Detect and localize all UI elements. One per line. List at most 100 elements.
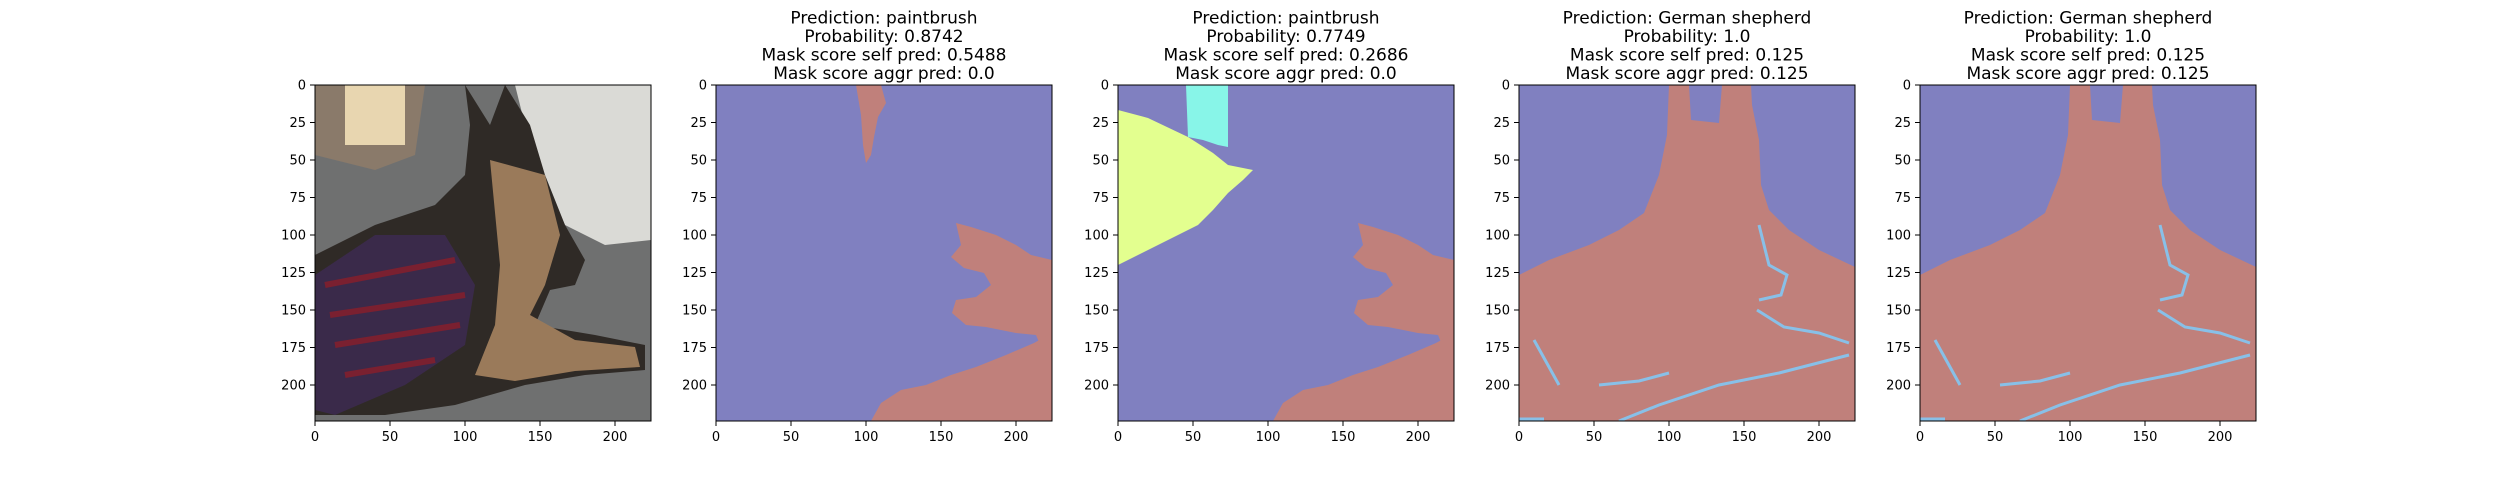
panel-titles: Prediction: German shepherdProbability: … — [1964, 9, 2213, 85]
plot-area — [1519, 85, 1855, 421]
x-tick-label: 200 — [1406, 430, 1431, 445]
x-tick-label: 50 — [783, 430, 800, 445]
y-tick-label: 0 — [298, 79, 306, 94]
x-tick-label: 200 — [1004, 430, 1029, 445]
x-tick-label: 150 — [528, 430, 553, 445]
y-tick-label: 0 — [1101, 79, 1109, 94]
y-ticks: 0 25 50 75 100 125 150 175 200 — [1485, 79, 1519, 394]
axes-frame — [1518, 84, 1856, 422]
x-tick-label: 0 — [1114, 430, 1122, 445]
panel-mask-4: Prediction: German shepherdProbability: … — [1886, 9, 2257, 445]
y-tick-label: 50 — [690, 154, 707, 169]
panel-title-line: Probability: 1.0 — [2025, 27, 2152, 47]
panel-title-line: Mask score self pred: 0.2686 — [1164, 46, 1409, 66]
mask-region-outlines — [1519, 224, 1850, 421]
y-tick-label: 100 — [1485, 229, 1510, 244]
panel-title-line: Mask score aggr pred: 0.0 — [773, 64, 995, 84]
panel-title-line: Mask score aggr pred: 0.0 — [1175, 64, 1397, 84]
mask-region-right-shape — [951, 223, 1052, 347]
y-tick-label: 200 — [1485, 379, 1510, 394]
x-tick-label: 150 — [2133, 430, 2158, 445]
x-tick-label: 100 — [2058, 430, 2083, 445]
axes-frame — [1117, 84, 1455, 422]
panel-photo: 0 50 100 150 200 0 25 50 75 100 125 150 175 200 — [281, 79, 652, 445]
panel-title-line: Mask score self pred: 0.125 — [1971, 46, 2205, 66]
y-tick-label: 175 — [682, 341, 707, 356]
x-tick-label: 0 — [712, 430, 720, 445]
mask-region-outlines — [1920, 224, 2251, 421]
x-tick-label: 200 — [1807, 430, 1832, 445]
mask-region-dog — [1920, 85, 2256, 421]
y-tick-label: 75 — [289, 191, 306, 206]
y-tick-label: 0 — [1903, 79, 1911, 94]
plot-area — [315, 85, 651, 421]
mask-region-right-shape — [1353, 223, 1454, 347]
y-tick-label: 75 — [1092, 191, 1109, 206]
y-tick-label: 175 — [1084, 341, 1109, 356]
x-tick-label: 0 — [1916, 430, 1924, 445]
y-tick-label: 25 — [1894, 116, 1911, 131]
y-ticks: 0 25 50 75 100 125 150 175 200 — [1084, 79, 1118, 394]
panel-title-line: Probability: 0.7749 — [1206, 27, 1365, 47]
y-tick-label: 50 — [1092, 154, 1109, 169]
x-ticks: 0 50 100 150 200 — [712, 421, 1029, 445]
y-tick-label: 150 — [281, 304, 306, 319]
panel-title-line: Prediction: paintbrush — [790, 9, 977, 29]
y-tick-label: 200 — [281, 379, 306, 394]
mask-region-cyan — [1186, 85, 1228, 147]
x-ticks: 0 50 100 150 200 — [1916, 421, 2232, 445]
x-tick-label: 150 — [1331, 430, 1356, 445]
y-tick-label: 0 — [1502, 79, 1510, 94]
y-tick-label: 75 — [1894, 191, 1911, 206]
x-tick-label: 150 — [929, 430, 954, 445]
x-tick-label: 50 — [1185, 430, 1202, 445]
x-tick-label: 100 — [1657, 430, 1682, 445]
y-tick-label: 100 — [1886, 229, 1911, 244]
x-tick-label: 100 — [1256, 430, 1281, 445]
panel-title-line: Mask score aggr pred: 0.125 — [1966, 64, 2209, 84]
y-tick-label: 100 — [1084, 229, 1109, 244]
y-tick-label: 0 — [699, 79, 707, 94]
plot-area — [1118, 85, 1454, 421]
y-tick-label: 175 — [1485, 341, 1510, 356]
y-tick-label: 200 — [682, 379, 707, 394]
y-tick-label: 50 — [1894, 154, 1911, 169]
y-tick-label: 150 — [1886, 304, 1911, 319]
y-tick-label: 200 — [1084, 379, 1109, 394]
x-tick-label: 100 — [854, 430, 879, 445]
mask-region-top-sliver — [856, 85, 886, 163]
photo-dog-tan — [475, 160, 640, 381]
panel-title-line: Prediction: German shepherd — [1563, 9, 1812, 29]
y-tick-label: 150 — [682, 304, 707, 319]
y-tick-label: 75 — [690, 191, 707, 206]
y-ticks: 0 25 50 75 100 125 150 175 200 — [1886, 79, 1920, 394]
y-tick-label: 150 — [1485, 304, 1510, 319]
y-tick-label: 150 — [1084, 304, 1109, 319]
y-tick-label: 50 — [1493, 154, 1510, 169]
axes-frame — [314, 84, 652, 422]
panel-title-line: Prediction: German shepherd — [1964, 9, 2213, 29]
x-tick-label: 0 — [311, 430, 319, 445]
x-tick-label: 50 — [382, 430, 399, 445]
x-tick-label: 0 — [1515, 430, 1523, 445]
panel-title-line: Mask score self pred: 0.5488 — [762, 46, 1007, 66]
x-tick-label: 50 — [1987, 430, 2004, 445]
mask-region-bottom-shape — [1273, 333, 1454, 421]
y-tick-label: 25 — [1092, 116, 1109, 131]
y-tick-label: 125 — [1886, 266, 1911, 281]
photo-door — [345, 85, 405, 145]
axes-frame — [715, 84, 1053, 422]
y-tick-label: 50 — [289, 154, 306, 169]
y-tick-label: 200 — [1886, 379, 1911, 394]
plot-area — [1920, 85, 2256, 421]
y-tick-label: 125 — [1084, 266, 1109, 281]
y-tick-label: 175 — [281, 341, 306, 356]
panel-mask-3: Prediction: German shepherdProbability: … — [1485, 9, 1856, 445]
panel-title-line: Mask score aggr pred: 0.125 — [1565, 64, 1808, 84]
y-ticks: 0 25 50 75 100 125 150 175 200 — [682, 79, 716, 394]
axes-frame — [1919, 84, 2257, 422]
y-tick-label: 175 — [1886, 341, 1911, 356]
